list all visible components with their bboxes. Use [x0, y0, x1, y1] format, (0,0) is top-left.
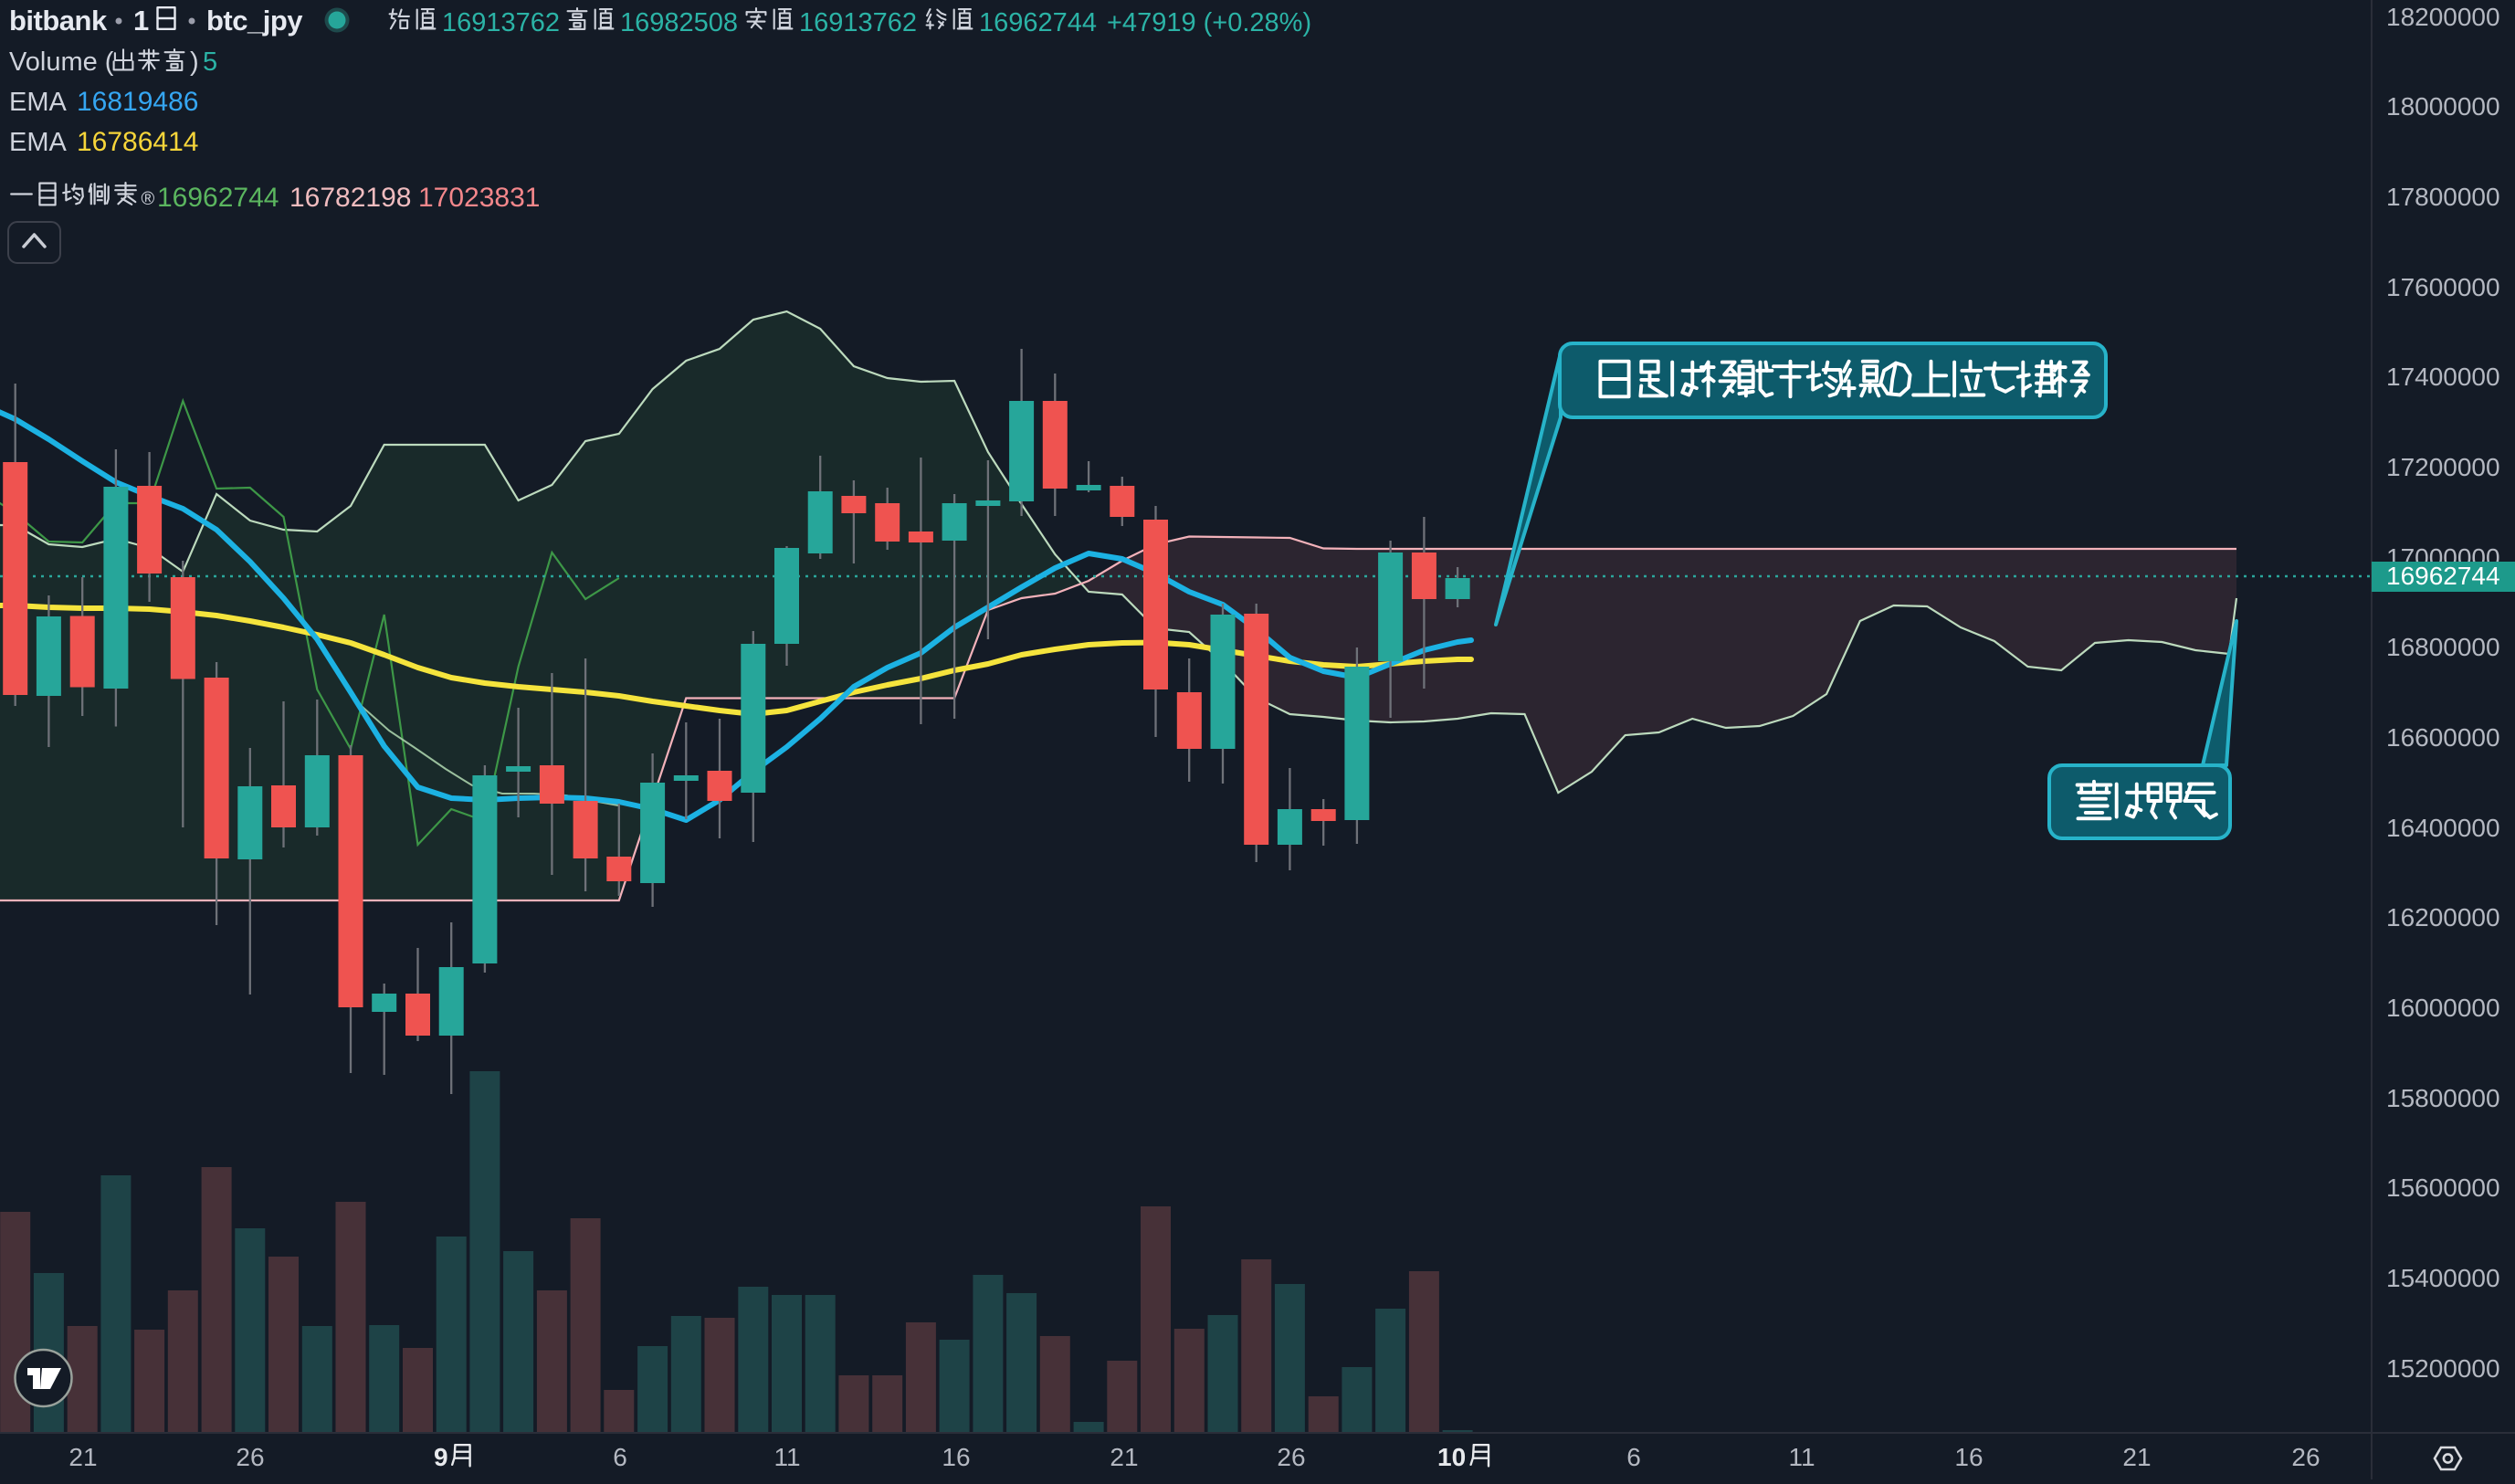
svg-text:16962744: 16962744	[2386, 562, 2500, 590]
svg-text:21: 21	[2122, 1443, 2151, 1471]
svg-text:EMA: EMA	[9, 128, 68, 157]
svg-text:17600000: 17600000	[2386, 273, 2500, 301]
svg-text:17023831: 17023831	[418, 183, 540, 213]
svg-text:10: 10	[1437, 1443, 1466, 1471]
svg-text:16913762: 16913762	[799, 8, 917, 37]
svg-text:16913762: 16913762	[442, 8, 560, 37]
svg-text:21: 21	[1110, 1443, 1138, 1471]
svg-text:): )	[190, 47, 199, 77]
svg-text:+47919 (+0.28%): +47919 (+0.28%)	[1107, 8, 1311, 37]
svg-text:1: 1	[133, 5, 149, 37]
svg-text:16: 16	[942, 1443, 970, 1471]
svg-text:6: 6	[1626, 1443, 1641, 1471]
svg-text:21: 21	[68, 1443, 97, 1471]
svg-text:btc_jpy: btc_jpy	[206, 5, 303, 37]
svg-text:17400000: 17400000	[2386, 363, 2500, 391]
svg-text:16: 16	[1954, 1443, 1983, 1471]
svg-text:17200000: 17200000	[2386, 453, 2500, 481]
svg-text:16200000: 16200000	[2386, 903, 2500, 931]
svg-text:bitbank: bitbank	[9, 5, 108, 37]
svg-text:16000000: 16000000	[2386, 994, 2500, 1022]
svg-text:9: 9	[434, 1443, 448, 1471]
svg-text:16400000: 16400000	[2386, 814, 2500, 842]
svg-text:16962744: 16962744	[979, 8, 1097, 37]
svg-text:17800000: 17800000	[2386, 183, 2500, 211]
svg-text:15600000: 15600000	[2386, 1174, 2500, 1202]
svg-text:16982508: 16982508	[620, 8, 738, 37]
svg-text:16600000: 16600000	[2386, 723, 2500, 752]
svg-text:6: 6	[613, 1443, 627, 1471]
svg-text:®: ®	[142, 189, 155, 209]
svg-text:16962744: 16962744	[157, 183, 279, 213]
svg-text:15400000: 15400000	[2386, 1264, 2500, 1292]
svg-text:15200000: 15200000	[2386, 1354, 2500, 1383]
svg-text:16782198: 16782198	[289, 183, 411, 213]
svg-text:16819486: 16819486	[77, 87, 198, 117]
svg-text:EMA: EMA	[9, 88, 68, 117]
svg-text:26: 26	[1277, 1443, 1305, 1471]
svg-text:11: 11	[773, 1443, 800, 1471]
svg-text:Volume (: Volume (	[9, 47, 114, 77]
svg-text:18000000: 18000000	[2386, 92, 2500, 121]
svg-text:26: 26	[2291, 1443, 2320, 1471]
svg-text:15800000: 15800000	[2386, 1084, 2500, 1112]
svg-text:11: 11	[1788, 1443, 1815, 1471]
svg-text:16786414: 16786414	[77, 127, 198, 157]
svg-text:18200000: 18200000	[2386, 3, 2500, 31]
svg-text:26: 26	[236, 1443, 264, 1471]
svg-text:5: 5	[203, 47, 217, 77]
svg-text:16800000: 16800000	[2386, 633, 2500, 661]
